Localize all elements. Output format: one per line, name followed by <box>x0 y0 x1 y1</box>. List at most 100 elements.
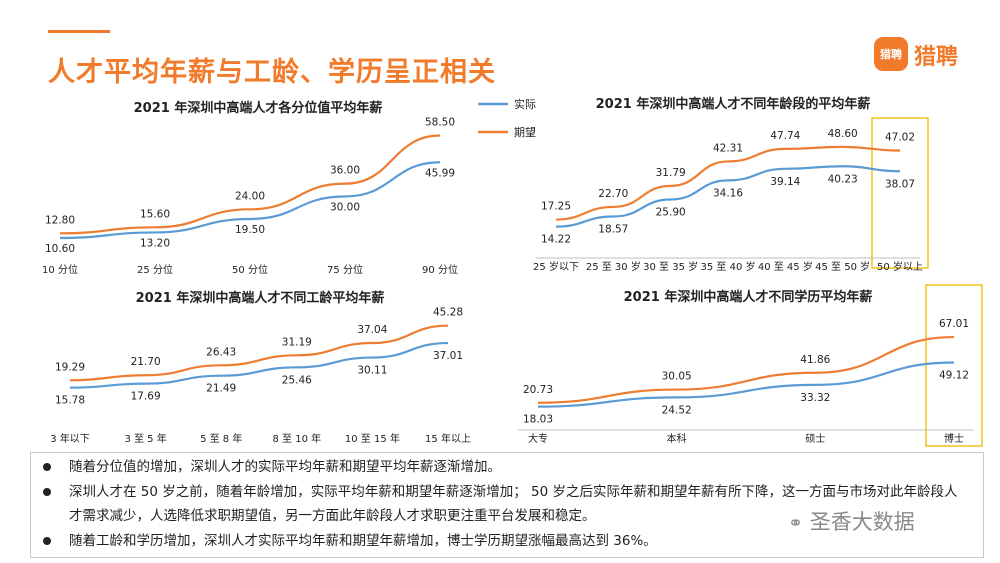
logo-text: 猎聘 <box>914 45 959 70</box>
data-label-expected: 48.60 <box>828 128 858 140</box>
x-tick-label: 50 岁以上 <box>877 260 923 273</box>
watermark: ⚭ 圣香大数据 <box>788 506 915 536</box>
title-accent-bar <box>48 30 110 33</box>
series-line-expected <box>537 335 955 404</box>
x-tick-label: 45 至 50 岁 <box>815 260 870 273</box>
data-label-expected: 19.29 <box>55 361 85 373</box>
x-tick-label: 25 至 30 岁 <box>586 260 641 273</box>
x-tick-label: 本科 <box>667 432 687 445</box>
data-label-actual: 18.57 <box>598 224 628 236</box>
data-label-expected: 41.86 <box>800 354 830 366</box>
series-line-actual <box>69 341 449 389</box>
x-tick-label: 博士 <box>944 432 964 445</box>
data-label-expected: 17.25 <box>541 201 571 213</box>
data-label-actual: 39.14 <box>770 176 800 188</box>
x-tick-label: 大专 <box>528 432 548 445</box>
legend-label-expected: 期望 <box>514 126 536 139</box>
x-tick-label: 75 分位 <box>327 263 363 276</box>
watermark-text: 圣香大数据 <box>809 510 915 534</box>
wechat-icon: ⚭ <box>788 513 804 534</box>
x-tick-label: 90 分位 <box>422 263 458 276</box>
page-title: 人才平均年薪与工龄、学历呈正相关 <box>48 57 496 88</box>
chart-title: 2021 年深圳中高端人才不同年龄段的平均年薪 <box>596 96 871 112</box>
bullet-icon <box>43 463 51 471</box>
data-label-actual: 38.07 <box>885 178 915 190</box>
data-label-actual: 15.78 <box>55 395 85 407</box>
note-text: 随着分位值的增加，深圳人才的实际平均年薪和期望平均年薪逐渐增加。 <box>69 459 501 475</box>
x-tick-label: 50 分位 <box>232 263 268 276</box>
data-label-expected: 67.01 <box>939 318 969 330</box>
data-label-actual: 33.32 <box>800 392 830 404</box>
data-label-actual: 30.00 <box>330 201 360 213</box>
x-tick-label: 10 分位 <box>42 263 78 276</box>
data-label-expected: 47.74 <box>770 130 800 142</box>
note-item: 深圳人才在 50 岁之前，随着年龄增加，实际平均年薪和期望年薪逐渐增加； 50 … <box>43 480 969 528</box>
data-label-actual: 45.99 <box>425 167 455 179</box>
series-line-actual <box>555 165 901 228</box>
x-tick-label: 5 至 8 年 <box>200 432 242 445</box>
data-label-expected: 15.60 <box>140 208 170 220</box>
note-text: 深圳人才在 50 岁之前，随着年龄增加，实际平均年薪和期望年薪逐渐增加； 50 … <box>69 484 958 524</box>
x-tick-label: 30 至 35 岁 <box>643 260 698 273</box>
data-label-actual: 19.50 <box>235 224 265 236</box>
note-item: 随着工龄和学历增加，深圳人才实际平均年薪和期望年薪增加，博士学历期望涨幅最高达到… <box>43 529 969 553</box>
note-item: 随着分位值的增加，深圳人才的实际平均年薪和期望平均年薪逐渐增加。 <box>43 455 969 479</box>
chart-title: 2021 年深圳中高端人才各分位值平均年薪 <box>134 100 383 116</box>
data-label-actual: 25.46 <box>282 374 312 386</box>
data-label-actual: 10.60 <box>45 243 75 255</box>
data-label-expected: 31.79 <box>656 167 686 179</box>
x-tick-label: 硕士 <box>805 432 825 445</box>
data-label-actual: 37.01 <box>433 350 463 362</box>
x-tick-label: 25 岁以下 <box>533 260 579 273</box>
data-label-actual: 21.49 <box>206 383 236 395</box>
data-label-expected: 42.31 <box>713 142 743 154</box>
series-line-expected <box>555 145 901 221</box>
highlight-box <box>925 284 983 447</box>
data-label-expected: 36.00 <box>330 165 360 177</box>
note-text: 随着工龄和学历增加，深圳人才实际平均年薪和期望年薪增加，博士学历期望涨幅最高达到… <box>69 533 657 549</box>
data-label-expected: 22.70 <box>598 188 628 200</box>
x-tick-label: 40 至 45 岁 <box>758 260 813 273</box>
x-tick-label: 3 年以下 <box>50 432 90 445</box>
legend-label-actual: 实际 <box>514 97 536 111</box>
data-label-expected: 45.28 <box>433 307 463 319</box>
series-line-actual <box>59 161 441 240</box>
data-label-actual: 25.90 <box>656 207 686 219</box>
x-tick-label: 10 至 15 年 <box>345 432 400 445</box>
bullet-icon <box>43 488 51 496</box>
notes-box: 随着分位值的增加，深圳人才的实际平均年薪和期望平均年薪逐渐增加。 深圳人才在 5… <box>30 452 984 558</box>
data-label-expected: 20.73 <box>523 384 553 396</box>
data-label-expected: 26.43 <box>206 346 236 358</box>
data-label-expected: 12.80 <box>45 214 75 226</box>
logo-badge-icon: 猎聘 <box>874 37 908 71</box>
data-label-expected: 24.00 <box>235 190 265 202</box>
data-label-actual: 30.11 <box>357 365 387 377</box>
bullet-icon <box>43 537 51 545</box>
chart-title: 2021 年深圳中高端人才不同学历平均年薪 <box>624 289 873 305</box>
x-tick-label: 15 年以上 <box>425 432 471 445</box>
highlight-box <box>871 117 929 269</box>
data-label-expected: 30.05 <box>662 371 692 383</box>
x-tick-label: 8 至 10 年 <box>272 432 321 445</box>
data-label-actual: 17.69 <box>131 391 161 403</box>
data-label-actual: 34.16 <box>713 187 743 199</box>
data-label-actual: 40.23 <box>828 173 858 185</box>
charts-canvas: 2021 年深圳中高端人才各分位值平均年薪 10.60 13.20 19.50 30.0… <box>42 96 983 447</box>
data-label-actual: 14.22 <box>541 234 571 246</box>
data-label-actual: 24.52 <box>662 404 692 416</box>
data-label-expected: 31.19 <box>282 336 312 348</box>
data-label-expected: 37.04 <box>357 324 387 336</box>
data-label-expected: 21.70 <box>131 356 161 368</box>
x-tick-label: 3 至 5 年 <box>124 432 166 445</box>
data-label-actual: 49.12 <box>939 369 969 381</box>
chart-title: 2021 年深圳中高端人才不同工龄平均年薪 <box>136 290 385 306</box>
x-tick-label: 25 分位 <box>137 263 173 276</box>
data-label-actual: 18.03 <box>523 414 553 426</box>
data-label-actual: 13.20 <box>140 237 170 249</box>
series-line-expected <box>69 324 449 382</box>
series-line-expected <box>59 134 441 235</box>
x-tick-label: 35 至 40 岁 <box>701 260 756 273</box>
series-line-actual <box>537 361 955 408</box>
data-label-expected: 58.50 <box>425 116 455 128</box>
data-label-expected: 47.02 <box>885 132 915 144</box>
